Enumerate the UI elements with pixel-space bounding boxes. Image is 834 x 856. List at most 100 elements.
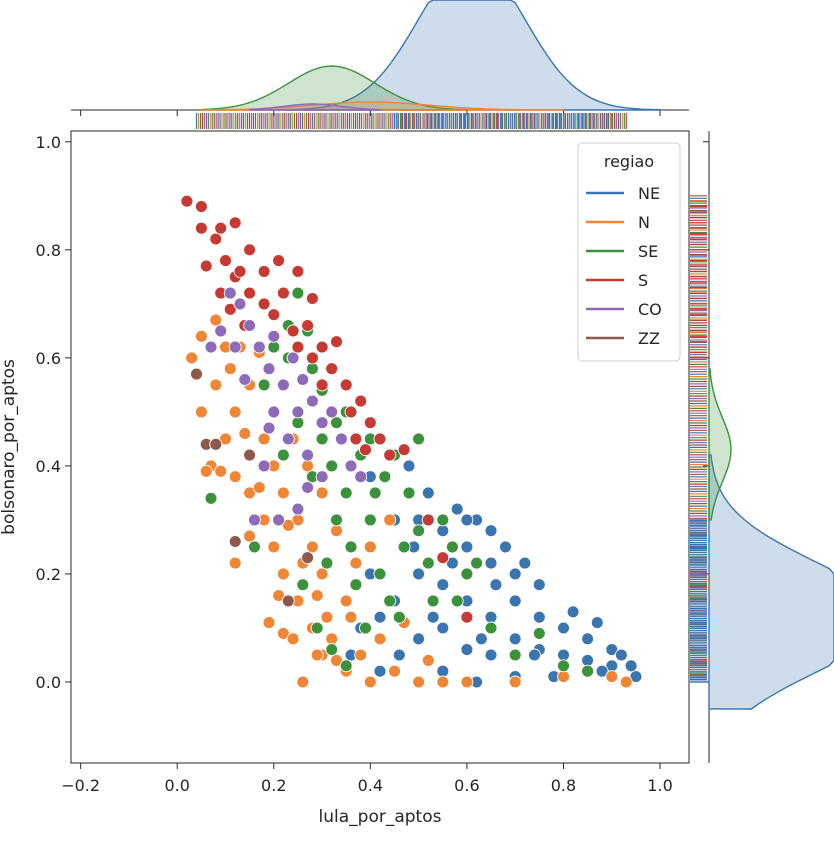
scatter-point-s xyxy=(257,264,271,278)
y-tick-label: 0.4 xyxy=(36,457,61,476)
scatter-point-n xyxy=(460,675,474,689)
scatter-point-s xyxy=(325,362,339,376)
scatter-point-co xyxy=(267,405,281,419)
scatter-point-ne xyxy=(460,643,474,657)
scatter-point-n xyxy=(436,675,450,689)
x-tick-label: 0.0 xyxy=(164,776,189,795)
scatter-point-n xyxy=(199,464,213,478)
scatter-point-ne xyxy=(436,524,450,538)
scatter-point-s xyxy=(257,297,271,311)
scatter-point-n xyxy=(320,610,334,624)
scatter-point-co xyxy=(286,351,300,365)
scatter-point-se xyxy=(305,362,319,376)
scatter-point-s xyxy=(267,308,281,322)
main-scatter-plot: −0.2 0.0 0.2 0.4 0.6 0.8 1.0 0.0 0.2 0.4 0.6 0.8 1.… xyxy=(0,130,690,827)
scatter-point-se xyxy=(383,594,397,608)
scatter-point-s xyxy=(228,216,242,230)
scatter-point-s xyxy=(219,254,232,268)
scatter-point-se xyxy=(315,432,329,446)
scatter-point-s xyxy=(305,292,319,305)
scatter-point-ne xyxy=(624,659,638,673)
x-tick-label: 0.8 xyxy=(551,776,576,795)
scatter-point-se xyxy=(412,432,426,446)
scatter-point-co xyxy=(315,416,329,430)
scatter-point-s xyxy=(315,378,329,392)
scatter-points xyxy=(180,194,643,689)
scatter-point-ne xyxy=(518,556,532,570)
scatter-point-co xyxy=(301,481,315,494)
scatter-point-s xyxy=(272,254,286,268)
scatter-point-se xyxy=(359,621,372,635)
legend-label-zz: ZZ xyxy=(638,329,660,348)
scatter-point-ne xyxy=(392,648,406,662)
scatter-point-n xyxy=(238,427,252,440)
scatter-point-s xyxy=(301,319,315,332)
scatter-point-ne xyxy=(528,648,541,662)
scatter-point-s xyxy=(460,610,474,624)
scatter-point-se xyxy=(397,540,411,554)
scatter-point-ne xyxy=(484,648,498,662)
scatter-point-ne xyxy=(532,610,546,624)
scatter-point-n xyxy=(267,540,281,554)
scatter-point-s xyxy=(243,286,257,300)
scatter-point-s xyxy=(243,243,257,257)
scatter-point-n xyxy=(508,675,522,689)
scatter-point-n xyxy=(252,481,266,494)
scatter-point-n xyxy=(315,486,329,500)
scatter-point-zz xyxy=(190,367,203,381)
scatter-point-zz xyxy=(209,437,223,451)
scatter-point-co xyxy=(281,432,295,446)
scatter-point-ne xyxy=(566,605,580,619)
scatter-point-zz xyxy=(243,448,257,462)
right-kde-ne xyxy=(708,454,834,710)
scatter-point-ne xyxy=(581,632,595,646)
legend-items: NE N SE S CO ZZ xyxy=(586,184,662,348)
scatter-point-ne xyxy=(412,567,426,581)
x-tick-label: 0.4 xyxy=(358,776,383,795)
scatter-point-ne xyxy=(373,664,387,678)
scatter-point-co xyxy=(334,432,348,446)
scatter-point-n xyxy=(228,405,242,419)
scatter-point-s xyxy=(354,394,368,408)
scatter-point-n xyxy=(243,486,257,500)
scatter-point-se xyxy=(291,416,305,430)
scatter-point-se xyxy=(368,486,382,500)
scatter-point-se xyxy=(402,486,416,500)
scatter-point-zz xyxy=(301,551,315,565)
scatter-point-co xyxy=(262,421,276,435)
x-tick-label: 0.2 xyxy=(261,776,286,795)
scatter-point-co xyxy=(248,513,261,527)
scatter-point-co xyxy=(291,405,305,419)
scatter-point-se xyxy=(445,540,459,554)
scatter-point-co xyxy=(301,448,315,462)
legend-label-s: S xyxy=(638,271,648,290)
y-tick-label: 1.0 xyxy=(36,133,61,152)
scatter-point-ne xyxy=(474,632,488,646)
scatter-point-co xyxy=(204,340,218,354)
scatter-point-n xyxy=(185,351,199,365)
scatter-point-ne xyxy=(436,621,450,635)
scatter-point-ne xyxy=(436,664,450,678)
scatter-point-se xyxy=(426,594,440,608)
scatter-point-co xyxy=(267,329,281,343)
scatter-point-se xyxy=(325,643,339,657)
y-axis-label: bolsonaro_por_aptos xyxy=(0,359,19,535)
scatter-point-co xyxy=(238,373,252,386)
scatter-point-s xyxy=(373,432,387,446)
scatter-point-s xyxy=(305,351,319,365)
scatter-point-n xyxy=(363,675,377,689)
scatter-point-ne xyxy=(629,670,643,684)
scatter-point-se xyxy=(325,459,339,473)
scatter-point-se xyxy=(450,594,464,608)
scatter-point-ne xyxy=(508,594,522,608)
scatter-point-se xyxy=(349,578,363,592)
scatter-point-ne xyxy=(484,556,498,570)
scatter-point-n xyxy=(344,610,358,624)
x-tick-label: 0.6 xyxy=(454,776,479,795)
scatter-point-n xyxy=(219,432,232,446)
y-tick-label: 0.8 xyxy=(36,241,61,260)
scatter-point-n xyxy=(349,556,363,570)
scatter-point-n xyxy=(286,632,300,646)
scatter-point-ne xyxy=(557,621,570,635)
